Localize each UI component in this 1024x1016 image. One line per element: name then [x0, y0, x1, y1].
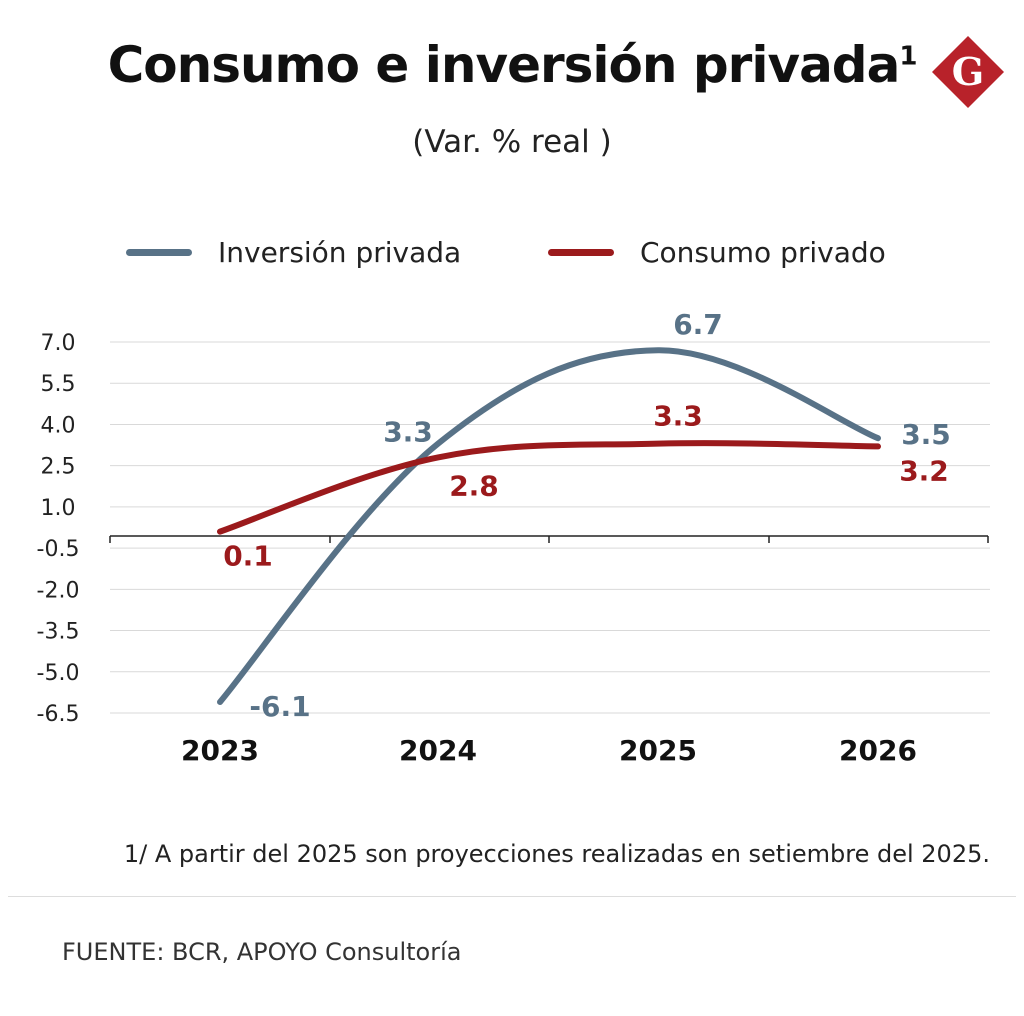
chart-subtitle: (Var. % real )	[412, 124, 612, 160]
y-tick-label: -5.0	[37, 661, 80, 686]
data-label-consumo: 3.2	[899, 454, 949, 487]
legend-label-consumo: Consumo privado	[640, 235, 886, 269]
chart-footnote: 1/ A partir del 2025 son proyecciones re…	[123, 840, 990, 868]
brand-logo-icon: G	[932, 36, 1004, 108]
data-label-consumo: 3.3	[653, 400, 703, 433]
y-tick-label: 2.5	[41, 455, 76, 480]
logo-diamond	[932, 36, 1004, 108]
source-note: FUENTE: BCR, APOYO Consultoría	[62, 938, 462, 966]
x-tick-label: 2023	[181, 734, 259, 767]
y-tick-label: -0.5	[37, 537, 80, 562]
series-line-inversion	[217, 347, 881, 706]
x-tick-label: 2025	[619, 734, 697, 767]
y-tick-label: -6.5	[37, 702, 80, 727]
legend-item-inversion: Inversión privada	[126, 232, 461, 272]
y-tick-label: -2.0	[37, 578, 80, 603]
x-tick-label: 2026	[839, 734, 917, 767]
logo-letter: G	[952, 49, 984, 94]
legend-label-inversion: Inversión privada	[218, 235, 462, 269]
data-label-consumo: 0.1	[223, 540, 273, 573]
title-footnote-marker: 1	[899, 41, 917, 72]
series-line-consumo	[217, 440, 881, 535]
data-label-inversion: -6.1	[249, 690, 310, 723]
x-tick-label: 2024	[399, 734, 477, 767]
chart-title-text: Consumo e inversión privada	[107, 36, 901, 94]
data-label-inversion: 3.5	[901, 418, 951, 451]
legend-item-consumo: Consumo privado	[548, 232, 886, 272]
y-tick-label: -3.5	[37, 620, 80, 645]
data-label-inversion: 3.3	[383, 416, 433, 449]
legend-swatch-inversion	[126, 248, 192, 256]
legend-swatch-consumo	[548, 248, 614, 256]
y-tick-label: 4.0	[41, 413, 76, 438]
data-label-inversion: 6.7	[673, 308, 723, 341]
data-label-consumo: 2.8	[449, 469, 499, 502]
chart-title: Consumo e inversión privada1	[0, 36, 1024, 94]
divider	[8, 896, 1016, 897]
y-tick-label: 7.0	[41, 331, 76, 356]
y-tick-label: 5.5	[41, 372, 76, 397]
y-tick-label: 1.0	[41, 496, 76, 521]
